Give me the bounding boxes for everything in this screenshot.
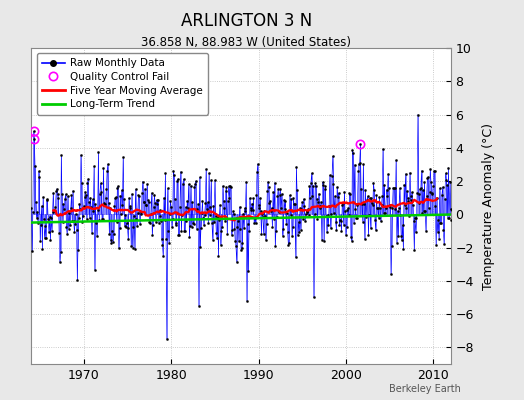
Text: Berkeley Earth: Berkeley Earth (389, 384, 461, 394)
Text: 36.858 N, 88.983 W (United States): 36.858 N, 88.983 W (United States) (141, 36, 351, 49)
Text: ARLINGTON 3 N: ARLINGTON 3 N (181, 12, 312, 30)
Y-axis label: Temperature Anomaly (°C): Temperature Anomaly (°C) (482, 122, 495, 290)
Legend: Raw Monthly Data, Quality Control Fail, Five Year Moving Average, Long-Term Tren: Raw Monthly Data, Quality Control Fail, … (37, 53, 208, 114)
